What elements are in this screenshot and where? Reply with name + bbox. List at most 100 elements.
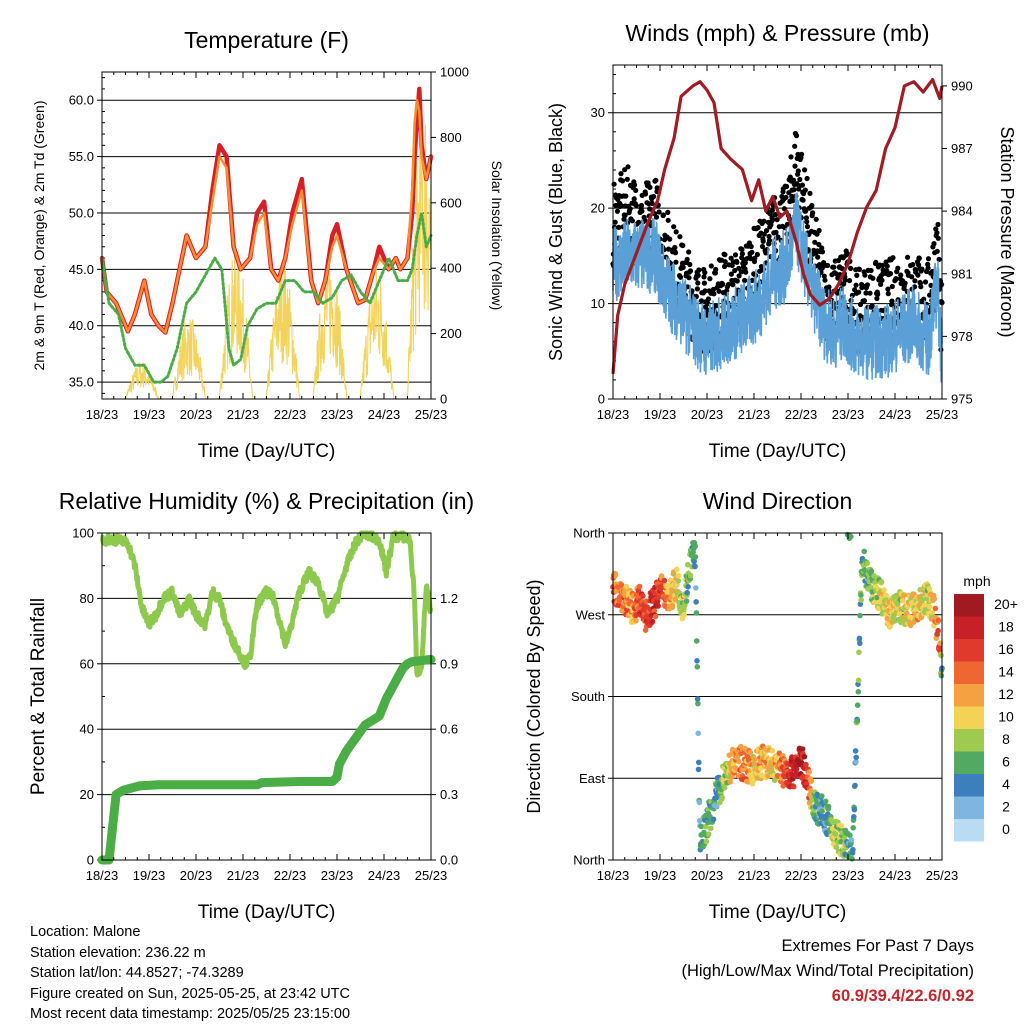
direction-point <box>727 779 733 785</box>
direction-point <box>649 618 656 625</box>
direction-point <box>855 689 862 695</box>
gust-point <box>647 184 653 190</box>
gust-point <box>925 265 931 271</box>
latlon-text: Station lat/lon: 44.8527; -74.3289 <box>30 965 244 981</box>
gust-point <box>642 191 649 197</box>
solar-day-trace <box>171 319 207 399</box>
gust-point <box>788 154 794 160</box>
x-axis-label: Time (Day/UTC) <box>198 441 336 462</box>
x-tick-label: 25/23 <box>926 407 959 422</box>
gust-point <box>813 216 819 222</box>
legend-label: 18 <box>998 619 1014 635</box>
direction-point <box>703 838 710 845</box>
direction-point <box>819 808 825 814</box>
direction-point <box>935 627 941 634</box>
gust-point <box>763 228 770 234</box>
gust-point <box>935 221 941 228</box>
rain-series <box>97 654 436 865</box>
gust-point <box>708 263 714 269</box>
gust-point <box>821 273 827 279</box>
y-tick-label: 40.0 <box>69 318 94 333</box>
gust-point <box>861 298 868 304</box>
direction-point <box>938 652 944 659</box>
gust-point <box>864 282 871 288</box>
gust-point <box>734 278 740 284</box>
gust-point <box>853 282 859 288</box>
direction-point <box>710 816 717 823</box>
gust-point <box>738 269 744 275</box>
direction-point <box>935 617 942 624</box>
direction-point <box>851 806 858 813</box>
y2-tick-label: 1000 <box>440 65 469 80</box>
x-tick-label: 22/23 <box>785 407 818 422</box>
gust-point <box>819 249 826 255</box>
x-tick-label: 20/23 <box>691 868 724 883</box>
gust-point <box>701 274 707 280</box>
y-axis-label: Percent & Total Rainfall <box>28 598 49 795</box>
gust-point <box>622 212 628 218</box>
y-tick-label: 55.0 <box>69 149 94 164</box>
gust-point <box>878 281 884 287</box>
gust-point <box>713 303 719 309</box>
gust-point <box>854 272 860 278</box>
x-tick-label: 24/23 <box>368 868 401 883</box>
gust-point <box>636 219 642 225</box>
x-tick-label: 19/23 <box>133 868 166 883</box>
y2-tick-label: 1.2 <box>440 591 458 606</box>
gust-point <box>810 210 816 216</box>
direction-point <box>693 610 700 616</box>
gust-point <box>770 217 776 223</box>
gust-point <box>893 276 899 282</box>
gust-point <box>921 296 927 302</box>
gust-point <box>875 291 881 297</box>
gust-point <box>910 262 916 268</box>
gust-point <box>851 308 857 314</box>
gust-point <box>665 209 671 215</box>
extremes-values: 60.9/39.4/22.6/0.92 <box>831 987 974 1005</box>
gust-point <box>760 238 766 244</box>
y-tick-label: East <box>579 771 605 786</box>
x-tick-label: 21/23 <box>227 868 260 883</box>
direction-point <box>790 783 797 790</box>
gust-point <box>874 295 880 302</box>
direction-point <box>769 748 776 754</box>
gust-point <box>795 151 801 157</box>
gust-point <box>916 255 922 261</box>
direction-point <box>849 856 855 862</box>
direction-point <box>675 578 681 584</box>
y-tick-label: 80 <box>80 591 94 606</box>
solar-series <box>124 105 431 399</box>
gust-point <box>795 168 801 174</box>
gust-point <box>915 272 921 278</box>
direction-point <box>856 649 862 656</box>
solar-day-trace <box>359 268 395 399</box>
gust-point <box>870 275 876 281</box>
gust-point <box>863 290 869 296</box>
x-tick-label: 19/23 <box>644 868 677 883</box>
y-tick-label: 40 <box>80 722 94 737</box>
gust-point <box>822 277 828 283</box>
gust-point <box>807 190 813 196</box>
x-tick-label: 18/23 <box>597 407 630 422</box>
gust-point <box>684 256 690 262</box>
gust-point <box>701 280 708 286</box>
direction-point <box>819 793 825 799</box>
gust-point <box>934 248 940 254</box>
gust-point <box>695 280 701 286</box>
gust-point <box>639 208 645 214</box>
gust-point <box>671 224 677 230</box>
y-tick-label: 60 <box>80 656 94 671</box>
direction-point <box>850 846 856 853</box>
gust-point <box>842 277 848 283</box>
direction-point <box>855 677 862 684</box>
y-tick-label: North <box>573 853 605 868</box>
y2-tick-label: 400 <box>440 261 462 276</box>
gust-point <box>787 174 793 180</box>
y2-tick-label: 600 <box>440 195 462 210</box>
x-tick-label: 24/23 <box>879 868 912 883</box>
x-tick-label: 24/23 <box>368 407 401 422</box>
direction-point <box>696 759 702 766</box>
y-tick-label: 0 <box>598 392 605 407</box>
gust-point <box>618 171 624 177</box>
gust-point <box>867 290 873 296</box>
